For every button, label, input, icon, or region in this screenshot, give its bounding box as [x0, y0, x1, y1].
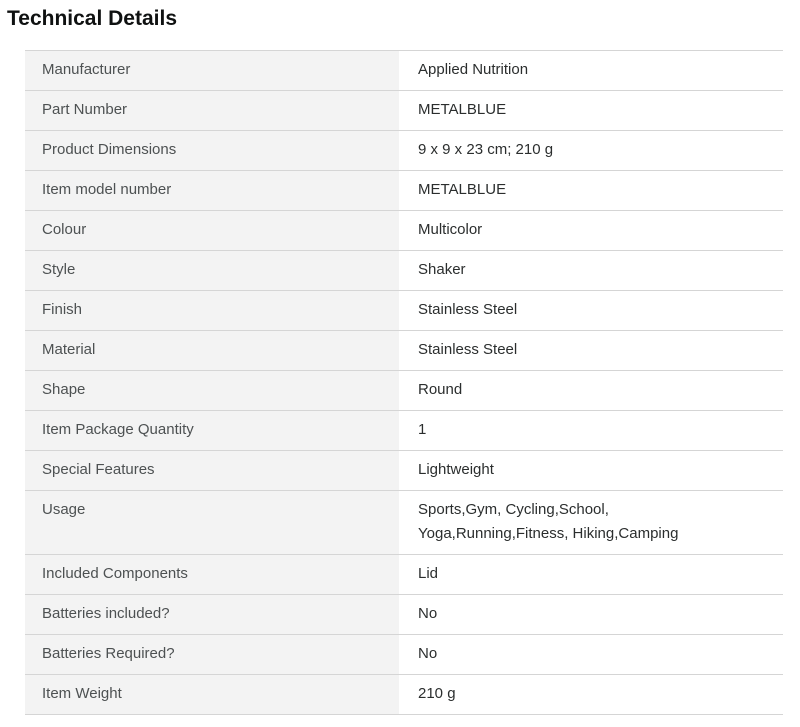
spec-value: Sports,Gym, Cycling,School, Yoga,Running… [399, 490, 783, 555]
table-row: Manufacturer Applied Nutrition [25, 50, 783, 91]
table-row: Shape Round [25, 370, 783, 411]
spec-value: 1 [399, 410, 783, 451]
spec-value: Round [399, 370, 783, 411]
spec-value: METALBLUE [399, 90, 783, 131]
table-row: Usage Sports,Gym, Cycling,School, Yoga,Ru… [25, 490, 783, 555]
spec-value: Stainless Steel [399, 290, 783, 331]
table-row: Finish Stainless Steel [25, 290, 783, 331]
table-row: Included Components Lid [25, 554, 783, 595]
spec-label: Part Number [25, 90, 399, 131]
table-row: Item Weight 210 g [25, 674, 783, 715]
spec-label: Special Features [25, 450, 399, 491]
spec-label: Style [25, 250, 399, 291]
table-row: Part Number METALBLUE [25, 90, 783, 131]
spec-label: Batteries included? [25, 594, 399, 635]
spec-label: Product Dimensions [25, 130, 399, 171]
spec-label: Item model number [25, 170, 399, 211]
spec-value: No [399, 634, 783, 675]
spec-value: No [399, 594, 783, 635]
table-row: Material Stainless Steel [25, 330, 783, 371]
spec-label: Colour [25, 210, 399, 251]
technical-details-rows: Manufacturer Applied Nutrition Part Number… [25, 50, 783, 715]
spec-value: 9 x 9 x 23 cm; 210 g [399, 130, 783, 171]
spec-label: Item Package Quantity [25, 410, 399, 451]
spec-value: Stainless Steel [399, 330, 783, 371]
spec-label: Usage [25, 490, 399, 555]
page-title: Technical Details [7, 7, 178, 30]
table-row: Batteries Required? No [25, 634, 783, 675]
table-row: Style Shaker [25, 250, 783, 291]
spec-value: Lightweight [399, 450, 783, 491]
spec-value: Shaker [399, 250, 783, 291]
spec-label: Batteries Required? [25, 634, 399, 675]
spec-value: METALBLUE [399, 170, 783, 211]
spec-label: Item Weight [25, 674, 399, 715]
spec-label: Shape [25, 370, 399, 411]
spec-label: Manufacturer [25, 50, 399, 91]
table-row: Batteries included? No [25, 594, 783, 635]
table-row: Item model number METALBLUE [25, 170, 783, 211]
spec-label: Included Components [25, 554, 399, 595]
table-row: Item Package Quantity 1 [25, 410, 783, 451]
table-row: Product Dimensions 9 x 9 x 23 cm; 210 g [25, 130, 783, 171]
table-row: Special Features Lightweight [25, 450, 783, 491]
spec-value: Lid [399, 554, 783, 595]
spec-value: Multicolor [399, 210, 783, 251]
table-row: Colour Multicolor [25, 210, 783, 251]
spec-value: Applied Nutrition [399, 50, 783, 91]
technical-details-table: Manufacturer Applied Nutrition Part Number… [25, 50, 783, 715]
spec-label: Finish [25, 290, 399, 331]
spec-label: Material [25, 330, 399, 371]
spec-value: 210 g [399, 674, 783, 715]
